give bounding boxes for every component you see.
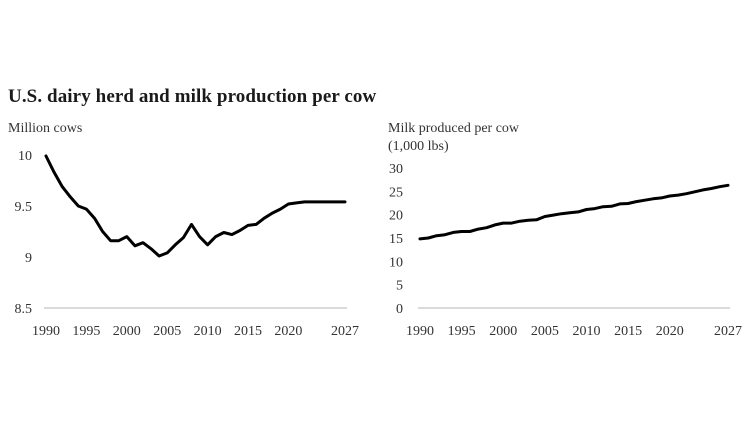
milk-x-tick-label: 2000 — [489, 324, 517, 339]
herd-x-tick-label: 2010 — [194, 324, 222, 339]
dairy-herd-chart: 10 9.5 9 8.5 1990 1995 2000 2005 2010 2015 2020 202… — [15, 149, 360, 339]
milk-x-tick-label: 2010 — [572, 324, 600, 339]
milk-y-tick-label: 0 — [396, 302, 403, 317]
milk-y-tick-label: 15 — [389, 232, 403, 247]
chart-title: U.S. dairy herd and milk production per … — [8, 86, 377, 107]
milk-y-tick-label: 5 — [396, 279, 403, 294]
right-y-axis-unit: Milk produced per cow (1,000 lbs) — [388, 120, 519, 156]
herd-x-tick-label: 1990 — [32, 324, 60, 339]
milk-x-tick-label: 2020 — [656, 324, 684, 339]
herd-y-tick-label: 9.5 — [15, 200, 33, 215]
herd-x-tick-label: 1995 — [72, 324, 100, 339]
right-y-axis-unit-line-2: (1,000 lbs) — [388, 139, 449, 154]
herd-x-tick-label: 2020 — [274, 324, 302, 339]
milk-x-tick-label: 1990 — [406, 324, 434, 339]
milk-y-tick-label: 10 — [389, 255, 403, 270]
milk-x-tick-label: 2027 — [714, 324, 742, 339]
milk-series-line — [418, 183, 730, 241]
herd-series-line — [44, 154, 347, 258]
herd-y-tick-label: 10 — [18, 149, 32, 164]
milk-y-tick-label: 20 — [389, 209, 403, 224]
right-y-axis-unit-line-1: Milk produced per cow — [388, 121, 520, 136]
milk-x-tick-label: 1995 — [448, 324, 476, 339]
herd-x-tick-label: 2000 — [113, 324, 141, 339]
herd-y-tick-label: 9 — [25, 251, 32, 266]
milk-y-tick-label: 25 — [389, 185, 403, 200]
herd-y-tick-label: 8.5 — [15, 302, 33, 317]
left-y-axis-unit: Million cows — [8, 121, 83, 136]
milk-x-tick-label: 2005 — [531, 324, 559, 339]
herd-x-tick-label: 2015 — [234, 324, 262, 339]
milk-y-tick-label: 30 — [389, 162, 403, 177]
milk-x-tick-label: 2015 — [614, 324, 642, 339]
herd-x-tick-label: 2027 — [331, 324, 359, 339]
herd-x-tick-label: 2005 — [153, 324, 181, 339]
